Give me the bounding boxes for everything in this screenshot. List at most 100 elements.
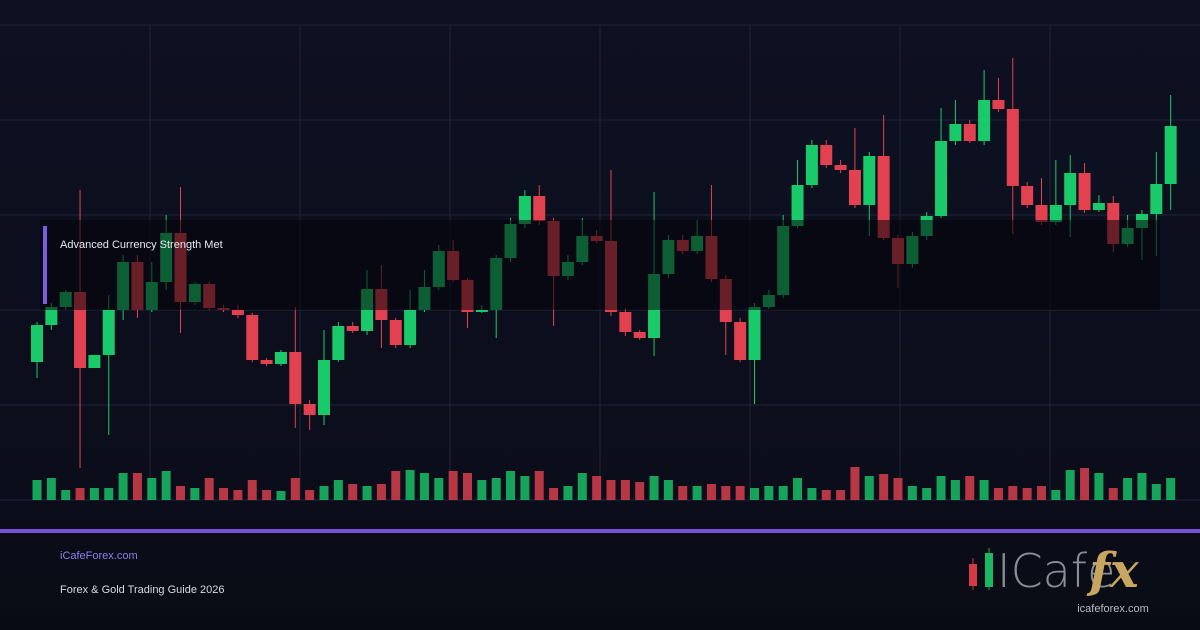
volume-bar: [549, 488, 559, 500]
volume-bar: [1151, 484, 1161, 500]
volume-bar: [491, 478, 501, 500]
candle-body: [820, 145, 833, 165]
volume-bar: [161, 471, 171, 500]
candle-body: [734, 322, 747, 360]
volume-bar: [620, 480, 630, 500]
volume-bar: [376, 484, 386, 500]
volume-bar: [735, 486, 745, 500]
volume-bar: [635, 482, 645, 500]
volume-bar: [850, 467, 860, 500]
volume-bar: [778, 486, 788, 500]
volume-bar: [276, 491, 286, 500]
candle-body: [332, 326, 345, 360]
volume-bar: [577, 473, 587, 500]
volume-bar: [477, 480, 487, 500]
volume-bar: [333, 480, 343, 500]
volume-bar: [448, 471, 458, 500]
site-link[interactable]: iCafeForex.com: [60, 550, 138, 562]
volume-bar: [663, 480, 673, 500]
candle-body: [992, 100, 1005, 109]
volume-bar: [979, 480, 989, 500]
volume-bar: [348, 484, 358, 500]
volume-bar: [506, 471, 516, 500]
volume-bar: [922, 488, 932, 500]
volume-bar: [864, 476, 874, 500]
candle-body: [404, 310, 417, 345]
candle-body: [949, 124, 962, 141]
candle-body: [863, 156, 876, 205]
candle-body: [475, 310, 488, 312]
volume-bar: [46, 478, 56, 500]
candle-body: [805, 145, 818, 185]
volume-bar: [750, 488, 759, 500]
candle-body: [346, 326, 359, 331]
candle-body: [1150, 184, 1163, 214]
label-accent: [43, 226, 47, 304]
volume-bar: [836, 490, 846, 500]
volume-bar: [147, 478, 157, 500]
volume-bar: [606, 480, 616, 500]
volume-bar: [1080, 468, 1090, 500]
volume-bar: [176, 486, 185, 500]
volume-bar: [190, 488, 200, 500]
candle-body: [31, 325, 43, 362]
candle-body: [318, 360, 330, 415]
candle-body: [848, 170, 861, 205]
candle-body: [518, 196, 531, 224]
volume-bar: [520, 476, 530, 500]
volume-bar: [1051, 490, 1061, 500]
volume-bar: [233, 490, 243, 500]
volume-bar: [534, 471, 544, 500]
candle-body: [935, 141, 948, 216]
candle-body: [1035, 205, 1048, 222]
volume-bar: [419, 473, 429, 500]
volume-bar: [807, 488, 817, 500]
volume-bar: [104, 488, 114, 500]
volume-bar: [434, 478, 444, 500]
divider: [0, 529, 1200, 533]
candle-body: [1164, 126, 1177, 184]
volume-bar: [692, 486, 702, 500]
volume-bar: [204, 478, 214, 500]
chart-label: Advanced Currency Strength Met: [60, 239, 223, 251]
volume-bar: [362, 486, 372, 500]
volume-bar: [219, 488, 229, 500]
volume-bar: [1094, 473, 1104, 500]
candle-body: [74, 292, 87, 368]
volume-bar: [1037, 486, 1046, 500]
volume-bar: [893, 478, 903, 500]
candle-body: [260, 360, 273, 364]
volume-bar: [965, 476, 975, 500]
volume-bar: [405, 470, 415, 500]
volume-bar: [706, 484, 716, 500]
candle-body: [389, 320, 402, 345]
volume-bar: [936, 476, 946, 500]
candle-body: [978, 100, 991, 141]
volume-bar: [563, 486, 573, 500]
volume-bar: [592, 476, 602, 500]
volume-bar: [907, 486, 917, 500]
candle-body: [619, 312, 632, 332]
volume-bar: [247, 480, 257, 500]
logo-icon: [969, 548, 993, 590]
volume-bar: [950, 480, 960, 500]
volume-bar: [993, 488, 1003, 500]
volume-bar: [290, 478, 300, 500]
volume-bar: [649, 476, 659, 500]
candle-body: [834, 165, 847, 170]
volume-bar: [391, 471, 401, 500]
volume-bar: [463, 473, 472, 500]
volume-bar: [879, 474, 889, 500]
volume-bar: [1123, 478, 1133, 500]
candle-body: [877, 156, 890, 238]
candle-body: [1078, 173, 1091, 210]
candle-body: [1064, 173, 1077, 205]
volume-bar: [721, 486, 731, 500]
candle-body: [748, 307, 761, 360]
candle-body: [246, 315, 259, 360]
subtitle: Forex & Gold Trading Guide 2026: [60, 584, 225, 596]
candle-body: [963, 124, 976, 141]
label-overlay: [40, 220, 1160, 310]
volume-bar: [1065, 470, 1075, 500]
